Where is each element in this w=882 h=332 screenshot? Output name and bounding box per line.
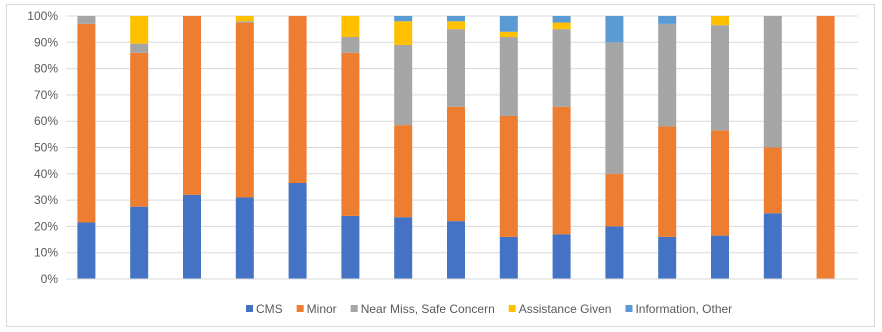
bar-segment	[394, 125, 413, 218]
y-tick-label: 30%	[34, 193, 58, 207]
bar-segment	[394, 217, 413, 279]
bar-segment	[552, 234, 571, 279]
legend: CMS Minor Near Miss, Safe Concern Assistanc…	[246, 302, 732, 316]
bar-segment	[552, 22, 571, 30]
bar-segment	[763, 213, 782, 279]
bar-segment	[183, 16, 201, 195]
bar-segment	[816, 16, 835, 279]
y-tick-label: 100%	[27, 9, 58, 23]
bar-segment	[499, 37, 518, 116]
bar-segment	[552, 106, 571, 235]
legend-swatch	[296, 305, 304, 312]
bar-segment	[447, 221, 465, 279]
bar-segment	[499, 115, 518, 237]
y-axis-tick-labels: 0% 10% 20% 30% 40% 50% 60% 70% 80% 90% 100%	[27, 9, 58, 286]
bar-segment	[711, 16, 729, 26]
y-tick-label: 70%	[34, 88, 58, 102]
bar-segment	[77, 16, 96, 24]
bar-segment	[605, 226, 624, 279]
bar-segment	[288, 16, 307, 184]
bar-segment	[77, 222, 96, 279]
bar-segment	[499, 16, 518, 32]
bar-segment	[341, 16, 360, 38]
y-tick-label: 90%	[34, 35, 58, 49]
bar-segment	[288, 183, 307, 279]
y-tick-label: 20%	[34, 219, 58, 233]
bar-segment	[447, 29, 465, 107]
bar-segment	[711, 130, 729, 236]
bar-segment	[130, 206, 149, 279]
bar-segment	[341, 37, 360, 53]
bar-segment	[394, 21, 413, 45]
legend-label: Information, Other	[635, 302, 732, 316]
bar-segment	[552, 29, 571, 107]
bar-segment	[235, 22, 254, 198]
bar-segment	[763, 147, 782, 214]
bar-segment	[658, 126, 677, 237]
bar-segment	[447, 16, 465, 22]
bar-segment	[711, 25, 729, 131]
legend-label: Near Miss, Safe Concern	[361, 302, 495, 316]
bar-segment	[711, 235, 729, 279]
bar-segment	[605, 16, 624, 43]
bar-segment	[183, 194, 201, 279]
legend-label: CMS	[256, 302, 283, 316]
bar-segment	[447, 106, 465, 222]
bar-segment	[605, 42, 624, 174]
bar-segment	[130, 43, 149, 53]
y-tick-label: 0%	[41, 272, 59, 286]
legend-label: Minor	[307, 302, 337, 316]
bar-segment	[447, 21, 465, 30]
bar-segment	[235, 21, 254, 23]
bar-segment	[77, 23, 96, 223]
bar-segment	[341, 52, 360, 216]
y-tick-label: 80%	[34, 62, 58, 76]
bar-segment	[130, 16, 149, 44]
bar-segment	[394, 44, 413, 126]
y-tick-label: 10%	[34, 246, 58, 260]
legend-swatch	[350, 305, 358, 312]
legend-label: Assistance Given	[519, 302, 612, 316]
legend-swatch	[625, 305, 633, 312]
bar-segment	[499, 31, 518, 38]
bar-segment	[394, 16, 413, 22]
bar-segment	[658, 236, 677, 279]
bar-segment	[341, 215, 360, 279]
bars	[77, 16, 835, 279]
bar-segment	[235, 197, 254, 279]
y-tick-label: 40%	[34, 167, 58, 181]
bar-segment	[658, 16, 677, 24]
bar-segment	[235, 16, 254, 22]
y-tick-label: 60%	[34, 114, 58, 128]
bar-segment	[605, 173, 624, 227]
legend-swatch	[246, 305, 253, 312]
bar-segment	[658, 23, 677, 127]
bar-segment	[763, 16, 782, 148]
bar-segment	[499, 236, 518, 279]
y-tick-label: 50%	[34, 141, 58, 155]
bar-segment	[130, 52, 149, 207]
legend-swatch	[508, 305, 516, 312]
chart-area	[6, 4, 875, 327]
bar-segment	[552, 16, 571, 23]
